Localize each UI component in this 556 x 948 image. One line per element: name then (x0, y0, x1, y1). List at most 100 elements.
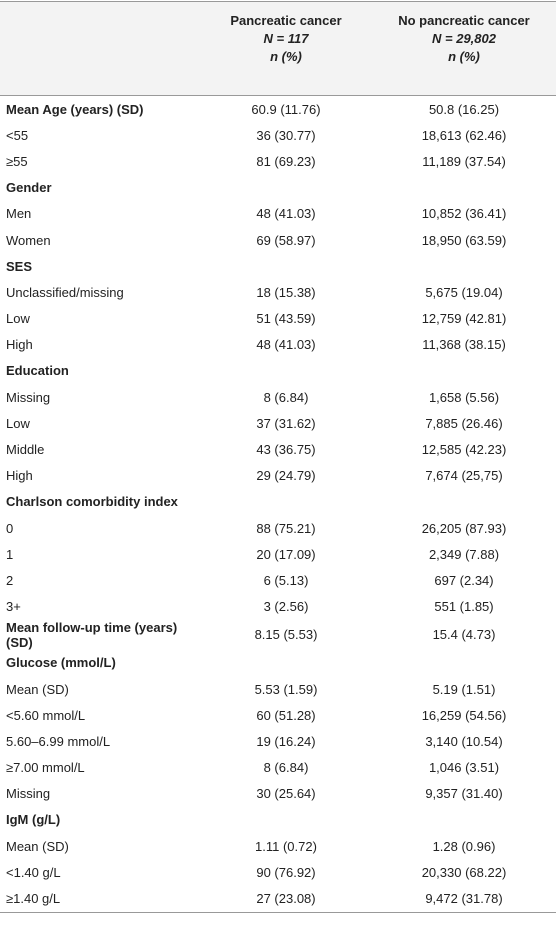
cell-value: 48 (41.03) (256, 206, 316, 222)
empty-cell (200, 175, 556, 201)
cell-value: 5.19 (1.51) (432, 681, 496, 697)
row-label: High (6, 468, 33, 484)
cell-value: 88 (75.21) (256, 520, 316, 536)
table-row: 3+ 3 (2.56) 551 (1.85) (0, 594, 556, 620)
row-label: Education (6, 363, 69, 379)
cell-value: 12,759 (42.81) (421, 311, 507, 327)
cell-value: 7,885 (26.46) (425, 415, 503, 431)
column-header: Pancreatic cancer N = 117 n (%) (200, 2, 372, 96)
row-label: Gender (6, 180, 52, 196)
table-row: 1 20 (17.09) 2,349 (7.88) (0, 541, 556, 567)
column-name: Pancreatic cancer (230, 13, 342, 28)
table-row: Mean (SD) 5.53 (1.59) 5.19 (1.51) (0, 676, 556, 702)
cell-value: 12,585 (42.23) (421, 442, 507, 458)
column-header: No pancreatic cancer N = 29,802 n (%) (372, 2, 556, 96)
row-label: Mean Age (years) (SD) (6, 101, 144, 117)
cell-value: 48 (41.03) (256, 337, 316, 353)
row-label: Men (6, 206, 32, 222)
cell-value: 10,852 (36.41) (421, 206, 507, 222)
cell-value: 29 (24.79) (256, 468, 316, 484)
table-row: Charlson comorbidity index (0, 489, 556, 515)
row-label: Mean (SD) (6, 838, 69, 854)
table-row: Education (0, 358, 556, 384)
row-label: <1.40 g/L (6, 864, 61, 880)
cell-value: 9,472 (31.78) (425, 891, 503, 907)
row-label: High (6, 337, 33, 353)
cell-value: 9,357 (31.40) (425, 786, 503, 802)
row-label: Middle (6, 442, 45, 458)
row-label: 0 (6, 520, 14, 536)
column-name: No pancreatic cancer (398, 13, 530, 28)
cell-value: 1,658 (5.56) (428, 389, 500, 405)
table-row: Women 69 (58.97) 18,950 (63.59) (0, 227, 556, 253)
table-row: 5.60–6.99 mmol/L 19 (16.24) 3,140 (10.54) (0, 728, 556, 754)
cell-value: 5.53 (1.59) (254, 681, 318, 697)
row-label: 3+ (6, 599, 21, 615)
empty-cell (200, 650, 556, 676)
cell-value: 8.15 (5.53) (254, 627, 318, 643)
cell-value: 11,368 (38.15) (422, 337, 506, 353)
table-row: <55 36 (30.77) 18,613 (62.46) (0, 122, 556, 148)
row-label: ≥1.40 g/L (6, 891, 61, 907)
cell-value: 50.8 (16.25) (428, 101, 500, 117)
cell-value: 60 (51.28) (256, 707, 316, 723)
cell-value: 81 (69.23) (256, 153, 316, 169)
header-blank (0, 2, 200, 96)
row-label: <55 (6, 127, 29, 143)
cell-value: 20 (17.09) (256, 546, 316, 562)
table-row: Low 51 (43.59) 12,759 (42.81) (0, 306, 556, 332)
table-row: High 48 (41.03) 11,368 (38.15) (0, 332, 556, 358)
table-row: Low 37 (31.62) 7,885 (26.46) (0, 410, 556, 436)
empty-cell (200, 253, 556, 279)
table-row: Middle 43 (36.75) 12,585 (42.23) (0, 436, 556, 462)
cell-value: 8 (6.84) (263, 760, 309, 776)
table-row: Gender (0, 175, 556, 201)
cell-value: 7,674 (25,75) (425, 468, 503, 484)
table-row: <1.40 g/L 90 (76.92) 20,330 (68.22) (0, 859, 556, 885)
row-label: IgM (g/L) (6, 812, 61, 828)
cell-value: 18,613 (62.46) (421, 127, 507, 143)
table-row: Unclassified/missing 18 (15.38) 5,675 (19.… (0, 279, 556, 305)
cell-value: 60.9 (11.76) (251, 101, 321, 117)
column-n: N = 117 (263, 31, 309, 46)
empty-cell (200, 807, 556, 833)
row-label: Mean follow-up time (years) (SD) (6, 619, 178, 650)
cell-value: 37 (31.62) (256, 415, 316, 431)
table-row: Missing 8 (6.84) 1,658 (5.56) (0, 384, 556, 410)
table-header: Pancreatic cancer N = 117 n (%) No pancreat… (0, 1, 556, 96)
column-unit: n (%) (270, 49, 302, 64)
cell-value: 16,259 (54.56) (421, 707, 507, 723)
table-row: Men 48 (41.03) 10,852 (36.41) (0, 201, 556, 227)
row-label: Mean (SD) (6, 681, 69, 697)
cell-value: 8 (6.84) (263, 389, 309, 405)
column-n: N = 29,802 (432, 31, 496, 46)
cell-value: 6 (5.13) (263, 572, 309, 588)
cell-value: 90 (76.92) (256, 864, 316, 880)
cell-value: 43 (36.75) (256, 442, 316, 458)
column-unit: n (%) (448, 49, 480, 64)
table-body: Mean Age (years) (SD) 60.9 (11.76) 50.8 (1… (0, 96, 556, 913)
row-label: Missing (6, 389, 51, 405)
cell-value: 551 (1.85) (434, 599, 494, 615)
row-label: Charlson comorbidity index (6, 494, 178, 510)
cell-value: 3,140 (10.54) (425, 733, 503, 749)
row-label: Unclassified/missing (6, 284, 124, 300)
table-row: Mean (SD) 1.11 (0.72) 1.28 (0.96) (0, 833, 556, 859)
row-label: ≥55 (6, 153, 28, 169)
cell-value: 5,675 (19.04) (425, 284, 503, 300)
row-label: Low (6, 311, 30, 327)
cell-value: 69 (58.97) (256, 232, 316, 248)
table-row: ≥1.40 g/L 27 (23.08) 9,472 (31.78) (0, 885, 556, 913)
cell-value: 26,205 (87.93) (421, 520, 507, 536)
row-label: Low (6, 415, 30, 431)
row-label: 2 (6, 572, 14, 588)
row-label: 5.60–6.99 mmol/L (6, 733, 111, 749)
cell-value: 36 (30.77) (256, 127, 316, 143)
table-row: High 29 (24.79) 7,674 (25,75) (0, 463, 556, 489)
row-label: 1 (6, 546, 14, 562)
cell-value: 1.28 (0.96) (432, 838, 496, 854)
table-row: 2 6 (5.13) 697 (2.34) (0, 567, 556, 593)
row-label: ≥7.00 mmol/L (6, 760, 85, 776)
table-row: 0 88 (75.21) 26,205 (87.93) (0, 515, 556, 541)
